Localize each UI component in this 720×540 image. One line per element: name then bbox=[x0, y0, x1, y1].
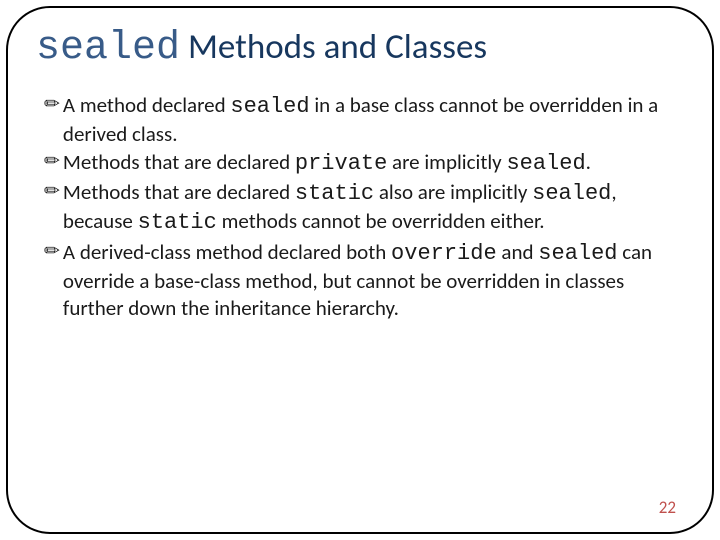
bullet-item: ✏A derived-class method declared both ov… bbox=[44, 239, 684, 322]
bullet-text: A method declared sealed in a base class… bbox=[63, 92, 684, 148]
bullet-item: ✏A method declared sealed in a base clas… bbox=[44, 92, 684, 148]
bullet-marker-icon: ✏ bbox=[44, 149, 60, 178]
code-inline: sealed bbox=[532, 181, 611, 206]
code-inline: sealed bbox=[506, 151, 585, 176]
text-inline: A derived-class method declared both bbox=[63, 239, 391, 265]
text-inline: Methods that are declared bbox=[63, 179, 295, 205]
bullet-marker-icon: ✏ bbox=[44, 179, 60, 237]
code-inline: private bbox=[295, 151, 387, 176]
text-inline: . bbox=[586, 149, 591, 175]
code-inline: sealed bbox=[538, 241, 617, 266]
code-inline: override bbox=[391, 241, 497, 266]
code-inline: static bbox=[138, 210, 217, 235]
slide-content: ✏A method declared sealed in a base clas… bbox=[36, 92, 684, 321]
slide-frame: sealed Methods and Classes ✏A method dec… bbox=[6, 6, 714, 534]
bullet-item: ✏Methods that are declared private are i… bbox=[44, 149, 684, 178]
text-inline: Methods that are declared bbox=[63, 149, 295, 175]
code-inline: static bbox=[295, 181, 374, 206]
bullet-text: Methods that are declared private are im… bbox=[63, 149, 684, 178]
text-inline: and bbox=[497, 239, 539, 265]
text-inline: are implicitly bbox=[387, 149, 506, 175]
title-rest: Methods and Classes bbox=[180, 26, 487, 68]
text-inline: methods cannot be overridden either. bbox=[217, 208, 545, 234]
bullet-marker-icon: ✏ bbox=[44, 92, 60, 148]
page-number: 22 bbox=[659, 497, 676, 518]
bullet-item: ✏Methods that are declared static also a… bbox=[44, 179, 684, 237]
title-mono: sealed bbox=[36, 26, 180, 71]
text-inline: A method declared bbox=[63, 92, 230, 118]
text-inline: also are implicitly bbox=[374, 179, 532, 205]
slide-title: sealed Methods and Classes bbox=[36, 26, 684, 72]
bullet-text: A derived-class method declared both ove… bbox=[63, 239, 684, 322]
bullet-marker-icon: ✏ bbox=[44, 239, 60, 322]
bullet-text: Methods that are declared static also ar… bbox=[63, 179, 684, 237]
code-inline: sealed bbox=[230, 94, 309, 119]
